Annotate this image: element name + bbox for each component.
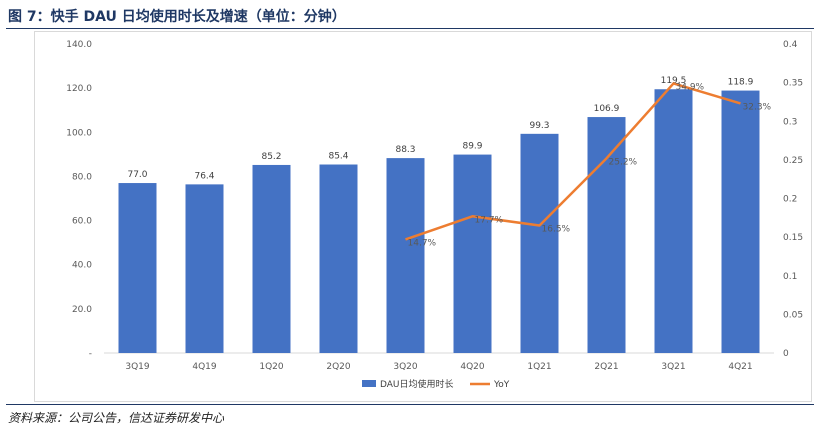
x-tick-label: 1Q21 (527, 362, 551, 372)
y-left-tick-label: 100.0 (66, 128, 92, 138)
y-right-tick-label: 0.15 (783, 233, 803, 243)
yoy-label-2Q21: 25.2% (609, 157, 638, 167)
yoy-label-4Q21: 32.3% (743, 102, 772, 112)
y-left-tick-label: 120.0 (66, 84, 92, 94)
y-axis-left: - 20.0 40.0 60.0 80.0 100.0 120.0 140.0 (66, 40, 92, 359)
y-right-tick-label: 0.1 (783, 272, 797, 282)
bar-label-2Q20: 85.4 (328, 152, 348, 162)
bar-1Q20 (252, 164, 291, 353)
y-right-tick-label: 0 (783, 349, 789, 359)
bar-2Q21 (587, 117, 626, 353)
bar-3Q20 (386, 158, 425, 353)
bar-label-2Q21: 106.9 (594, 104, 620, 114)
y-right-tick-label: 0.2 (783, 195, 797, 205)
chart-legend: DAU日均使用时长 YoY (362, 378, 510, 390)
y-right-tick-label: 0.4 (783, 40, 798, 50)
y-left-tick-label: - (89, 349, 92, 359)
chart-frame (34, 31, 812, 402)
legend-label-bar: DAU日均使用时长 (380, 378, 454, 390)
y-right-tick-label: 0.3 (783, 117, 797, 127)
bar-label-3Q21: 119.5 (661, 76, 687, 86)
bar-label-4Q21: 118.9 (728, 78, 754, 88)
y-left-tick-label: 60.0 (72, 217, 92, 227)
bar-label-4Q19: 76.4 (194, 171, 214, 181)
source-rule (6, 404, 814, 405)
bar-1Q21 (520, 133, 559, 353)
x-tick-label: 3Q21 (661, 362, 685, 372)
bar-label-3Q20: 88.3 (395, 145, 415, 155)
y-left-tick-label: 140.0 (66, 40, 92, 50)
yoy-label-3Q21: 34.9% (676, 82, 705, 92)
bar-label-4Q20: 89.9 (462, 142, 482, 152)
x-tick-label: 3Q19 (125, 362, 150, 372)
bar-3Q19 (118, 183, 157, 353)
x-tick-label: 2Q21 (594, 362, 618, 372)
x-tick-label: 4Q19 (192, 362, 217, 372)
source-note: 资料来源：公司公告，信达证券研发中心 (8, 411, 225, 425)
bar-data-labels: 77.0 76.4 85.2 85.4 88.3 89.9 99.3 106.9 119.5 11… (127, 76, 753, 181)
yoy-line (405, 82, 741, 241)
bar-label-1Q21: 99.3 (529, 121, 549, 131)
yoy-label-1Q21: 16.5% (542, 225, 571, 235)
y-right-tick-label: 0.25 (783, 156, 803, 166)
y-left-tick-label: 20.0 (72, 305, 92, 315)
bar-label-3Q19: 77.0 (127, 170, 147, 180)
x-axis-ticks: 3Q19 4Q19 1Q20 2Q20 3Q20 4Q20 1Q21 2Q21 3Q21 4Q21 (125, 362, 752, 372)
legend-label-line: YoY (493, 380, 510, 390)
yoy-label-4Q20: 17.7% (475, 215, 504, 225)
x-tick-label: 4Q21 (728, 362, 752, 372)
y-left-tick-label: 40.0 (72, 261, 92, 271)
x-tick-label: 2Q20 (326, 362, 351, 372)
x-tick-label: 4Q20 (460, 362, 485, 372)
figure-title: 图 7：快手 DAU 日均使用时长及增速（单位：分钟） (8, 9, 346, 25)
bar-label-1Q20: 85.2 (261, 152, 281, 162)
bar-2Q20 (319, 164, 358, 353)
bar-4Q19 (185, 184, 224, 353)
bar-4Q20 (453, 154, 492, 353)
bar-3Q21 (654, 89, 693, 353)
title-rule (6, 28, 814, 29)
legend-swatch-bar (362, 380, 376, 387)
yoy-label-3Q20: 14.7% (408, 238, 437, 248)
yoy-data-labels: 14.7% 17.7% 16.5% 25.2% 34.9% 32.3% (408, 82, 772, 248)
bar-4Q21 (721, 90, 760, 354)
x-tick-label: 3Q20 (393, 362, 418, 372)
y-axis-right: 0 0.05 0.1 0.15 0.2 0.25 0.3 0.35 0.4 (783, 40, 803, 359)
bar-series (118, 89, 760, 354)
y-left-tick-label: 80.0 (72, 172, 92, 182)
yoy-line-series (405, 82, 741, 241)
y-right-tick-label: 0.35 (783, 79, 803, 89)
y-right-tick-label: 0.05 (783, 310, 803, 320)
x-tick-label: 1Q20 (259, 362, 284, 372)
